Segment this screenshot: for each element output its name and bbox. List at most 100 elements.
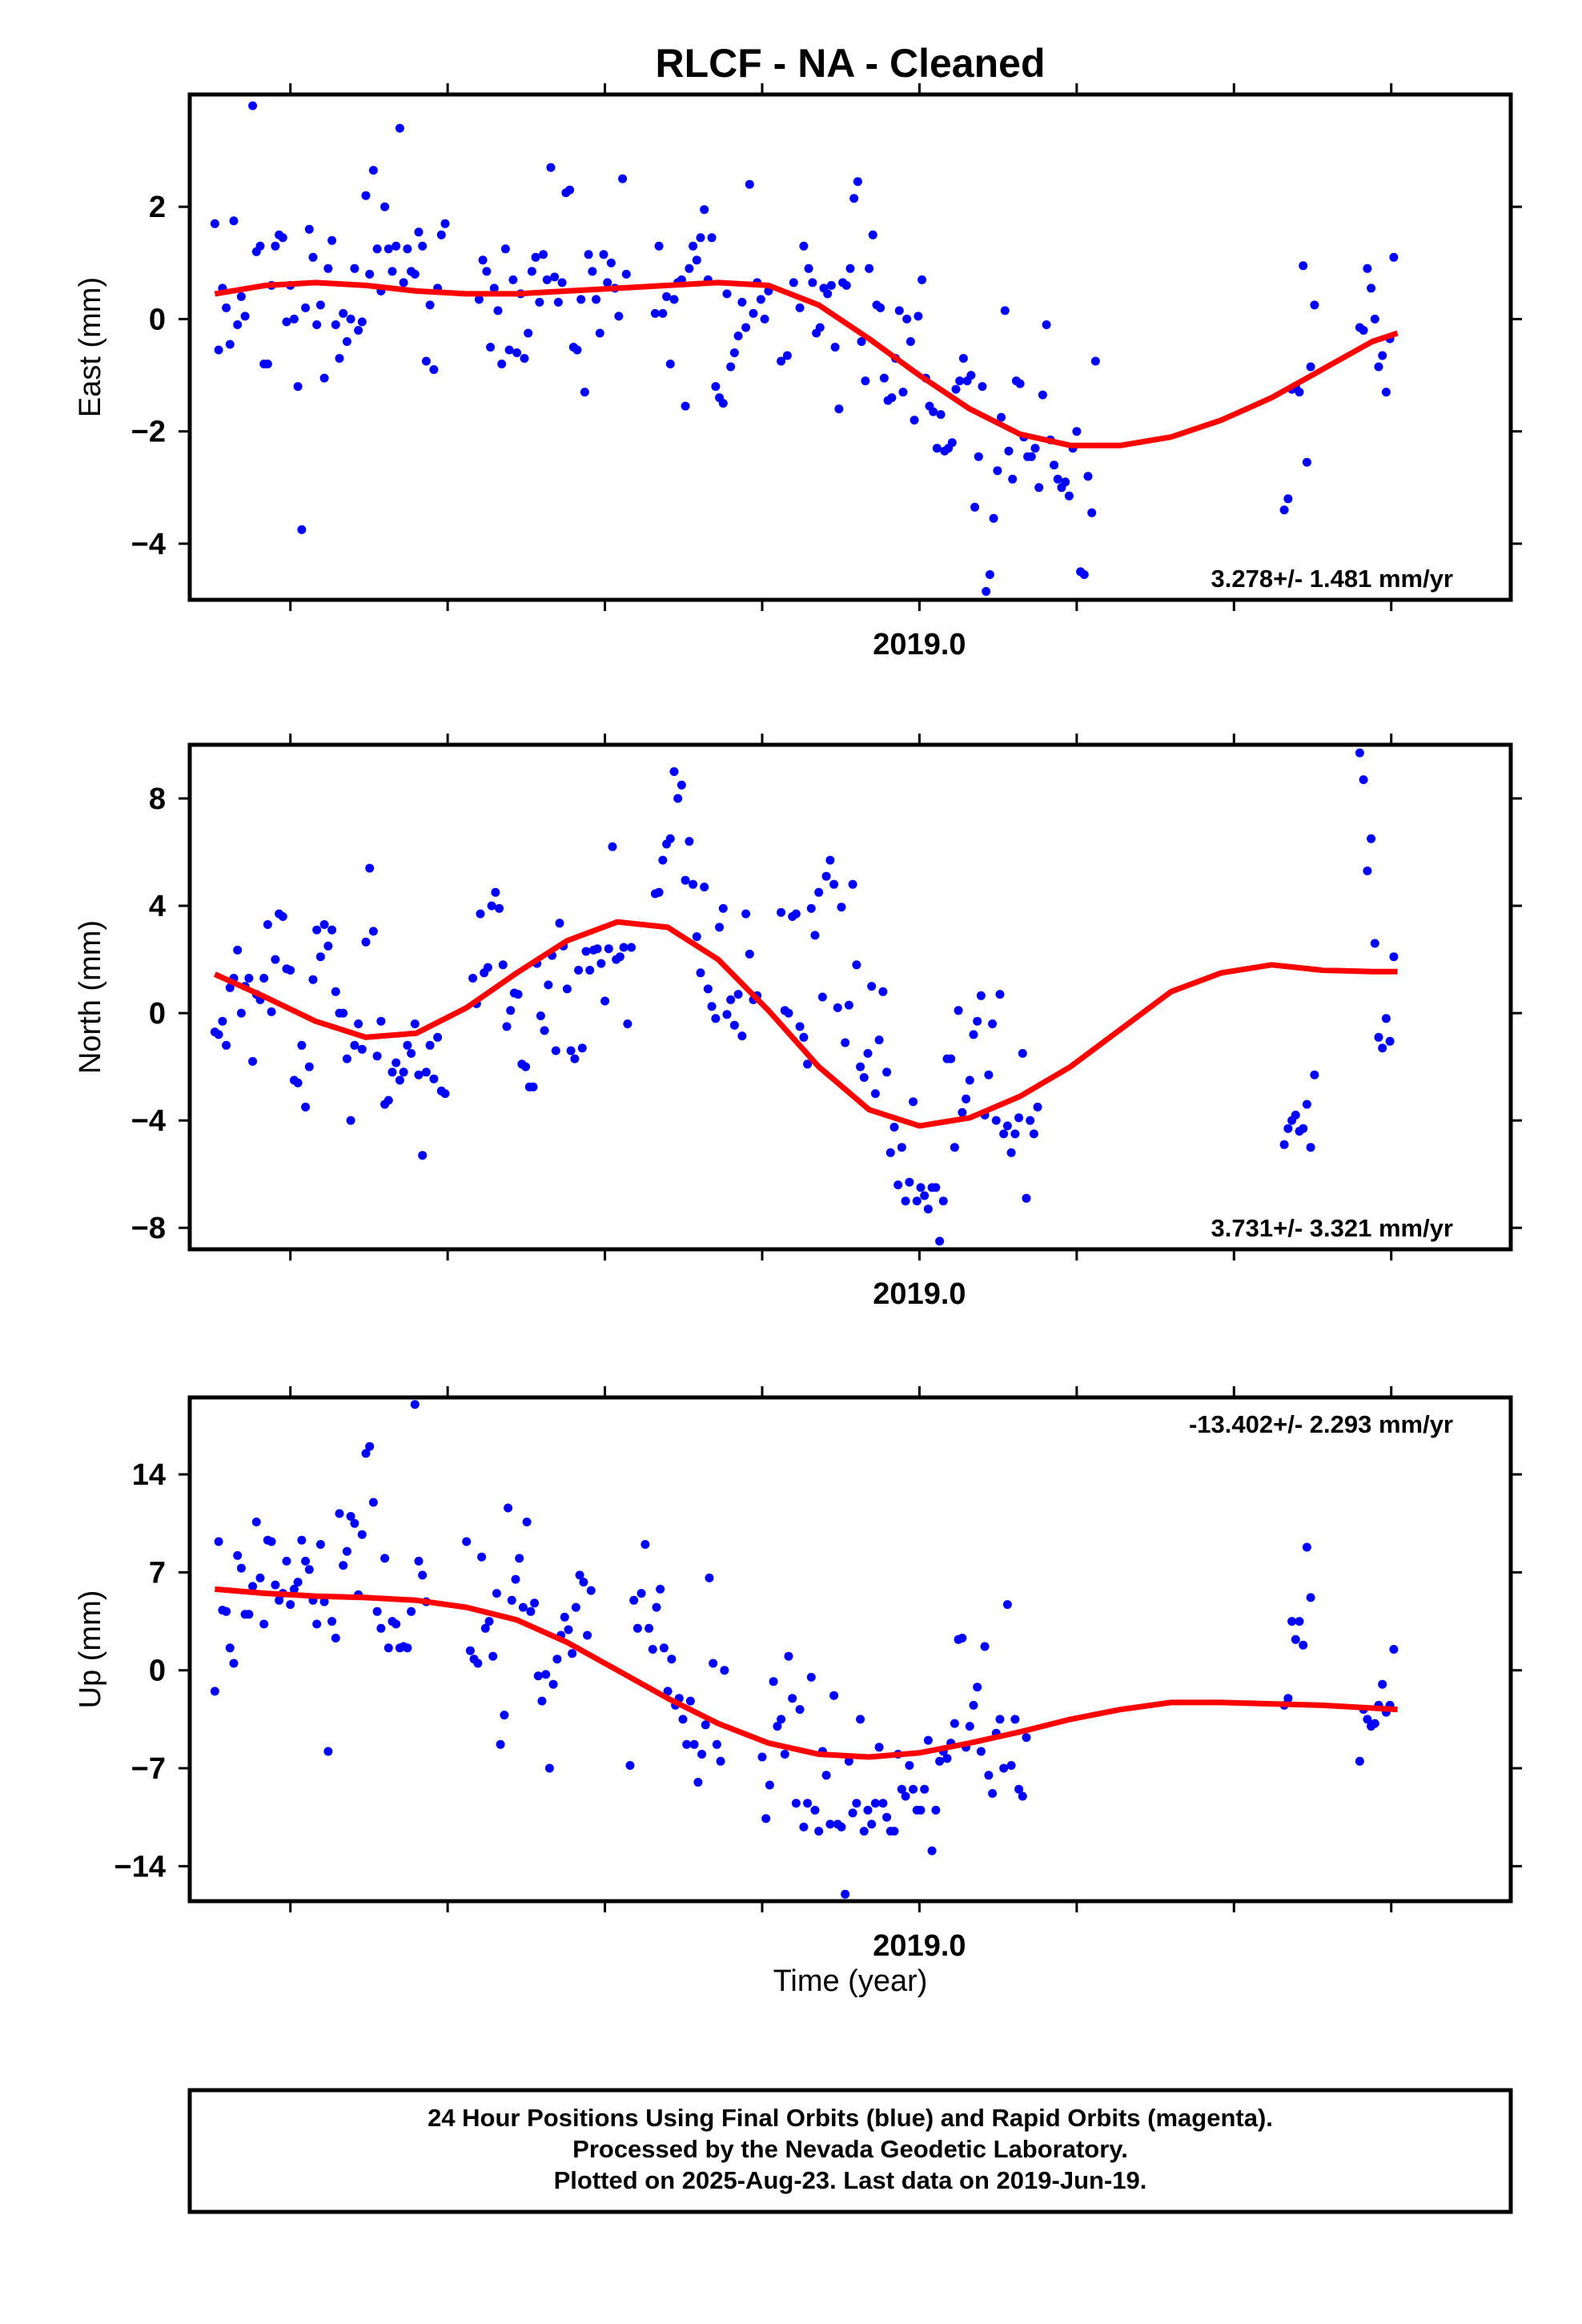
up-data-point: [1378, 1679, 1387, 1689]
north-data-point: [700, 883, 709, 892]
up-data-point: [841, 1889, 850, 1899]
up-data-point: [331, 1634, 340, 1642]
north-data-point: [920, 1191, 930, 1200]
footer-line-3: Plotted on 2025-Aug-23. Last data on 201…: [554, 2166, 1147, 2194]
north-data-point: [1299, 1124, 1308, 1133]
east-data-point: [293, 382, 303, 392]
east-data-point: [614, 312, 624, 321]
east-data-point: [700, 205, 709, 215]
east-data-point: [737, 297, 747, 307]
up-data-point: [844, 1756, 853, 1766]
up-y-axis-label: Up (mm): [74, 1590, 107, 1709]
north-data-point: [271, 955, 280, 964]
up-data-point: [685, 1696, 695, 1706]
east-data-point: [1042, 320, 1051, 329]
north-data-point: [777, 907, 786, 917]
up-marks: [210, 1400, 1399, 1899]
north-data-point: [745, 949, 754, 959]
north-data-point: [421, 1068, 431, 1077]
north-data-point: [440, 1089, 450, 1099]
east-data-point: [1370, 314, 1379, 324]
east-data-point: [350, 263, 359, 273]
up-data-point: [909, 1784, 918, 1794]
north-data-point: [817, 992, 827, 1002]
north-data-point: [551, 1046, 560, 1055]
up-data-point: [251, 1518, 261, 1526]
east-data-point: [887, 393, 897, 403]
east-data-point: [749, 308, 758, 318]
east-data-point: [1053, 474, 1062, 484]
north-data-point: [995, 990, 1005, 999]
up-data-point: [579, 1578, 588, 1587]
north-data-point: [399, 1068, 408, 1077]
up-data-point: [927, 1846, 937, 1856]
north-data-point: [562, 984, 572, 994]
north-data-point: [339, 1008, 348, 1018]
north-data-point: [689, 879, 698, 889]
north-data-point: [331, 987, 340, 996]
east-data-point: [830, 343, 840, 352]
up-data-point: [477, 1552, 487, 1562]
east-ytick-label: −4: [131, 528, 166, 561]
east-data-point: [368, 166, 378, 175]
up-data-point: [1010, 1715, 1020, 1724]
up-data-point: [765, 1780, 774, 1790]
east-data-point: [508, 275, 518, 284]
east-data-point: [1087, 508, 1097, 517]
east-data-point: [383, 244, 393, 254]
north-data-point: [829, 879, 839, 889]
north-axes-frame: [187, 742, 1513, 1252]
east-data-point: [565, 185, 575, 195]
up-data-point: [1370, 1719, 1379, 1728]
east-data-point: [527, 267, 536, 276]
east-data-point: [403, 244, 412, 254]
north-data-point: [407, 1048, 416, 1058]
up-data-point: [810, 1805, 820, 1815]
up-data-point: [1283, 1694, 1293, 1703]
east-data-point: [849, 194, 859, 203]
east-data-point: [365, 269, 375, 279]
east-ytick-label: 2: [149, 191, 166, 224]
north-data-point: [844, 1000, 853, 1010]
up-data-point: [935, 1756, 945, 1766]
up-data-point: [701, 1720, 710, 1730]
north-data-point: [1026, 1116, 1035, 1125]
north-data-point: [286, 966, 295, 975]
up-data-point: [1389, 1645, 1399, 1654]
footer-line-1: 24 Hour Positions Using Final Orbits (bl…: [428, 2104, 1273, 2132]
east-data-point: [985, 570, 994, 579]
up-data-point: [780, 1750, 789, 1759]
up-data-point: [652, 1602, 661, 1612]
up-data-point: [267, 1537, 276, 1546]
up-data-point: [244, 1610, 254, 1619]
north-data-point: [673, 794, 683, 803]
north-data-point: [954, 1006, 963, 1015]
east-axes-frame: [187, 92, 1513, 602]
up-data-point: [1018, 1791, 1027, 1801]
up-data-point: [1306, 1593, 1315, 1602]
north-data-point: [889, 1123, 899, 1132]
up-data-point: [229, 1659, 239, 1668]
north-data-point: [931, 1183, 941, 1192]
up-data-point: [1299, 1640, 1308, 1650]
east-data-point: [482, 267, 492, 276]
up-data-point: [1006, 1761, 1016, 1770]
north-data-point: [733, 990, 743, 999]
east-data-point: [1090, 356, 1100, 366]
north-data-point: [711, 1014, 721, 1023]
east-data-point: [387, 267, 397, 276]
north-data-point: [852, 960, 861, 970]
north-data-point: [368, 927, 378, 936]
north-data-point: [581, 947, 591, 956]
east-data-point: [557, 278, 567, 287]
east-data-point: [504, 345, 514, 355]
north-data-point: [1367, 834, 1376, 843]
east-data-point: [315, 300, 325, 310]
x-axis-label: Time (year): [773, 1964, 928, 1998]
north-data-point: [999, 1129, 1009, 1139]
north-data-point: [976, 991, 986, 1000]
up-data-point: [867, 1819, 877, 1829]
up-data-point: [667, 1655, 677, 1664]
east-data-point: [909, 416, 919, 425]
up-data-point: [368, 1498, 378, 1507]
